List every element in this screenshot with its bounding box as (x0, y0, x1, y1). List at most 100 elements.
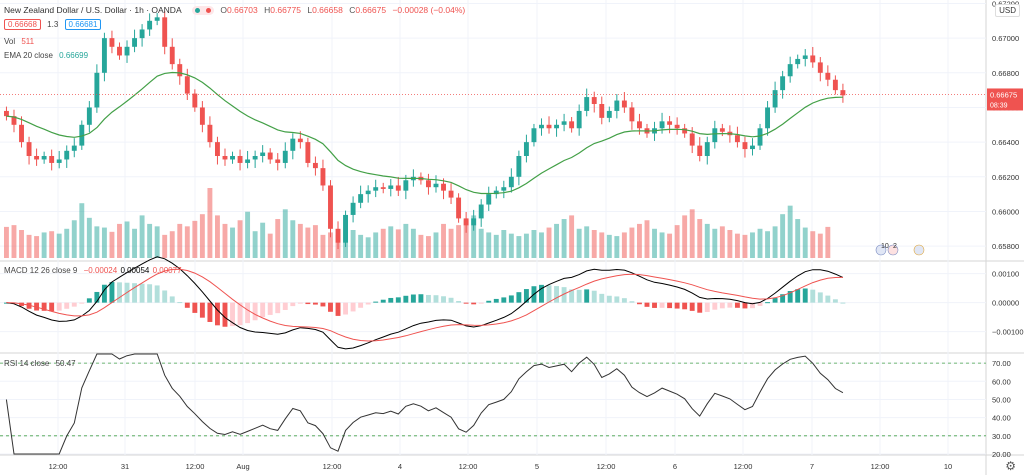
volume-bar (245, 211, 251, 258)
time-tick-label: 12:00 (459, 462, 478, 471)
macd-histogram-bar (727, 302, 733, 308)
macd-histogram-bar (139, 283, 145, 303)
volume-bar (561, 219, 567, 258)
candle-body (787, 64, 793, 77)
volume-bar (230, 227, 235, 258)
candle-body (19, 124, 24, 143)
candle-body (192, 93, 198, 108)
time-tick-label: 10 (944, 462, 952, 471)
macd-histogram-bar (395, 297, 401, 303)
ema-legend[interactable]: EMA 20 close 0.66699 (4, 51, 92, 60)
change-value: −0.00028 (−0.04%) (392, 5, 466, 15)
macd-histogram-bar (682, 302, 688, 310)
macd-histogram-bar (810, 289, 816, 303)
candle-body (734, 135, 740, 143)
volume-bar (516, 236, 522, 258)
open-label: O (220, 5, 227, 15)
volume-bar (471, 215, 477, 258)
macd-histogram-bar (433, 295, 439, 303)
symbol-title[interactable]: New Zealand Dollar / U.S. Dollar · 1h · … (4, 5, 182, 15)
macd-histogram-bar (599, 293, 605, 303)
countdown-label: 08:39 (990, 102, 1008, 109)
volume-bar (147, 223, 153, 258)
market-status-icon (192, 6, 214, 16)
macd-histogram-bar (523, 289, 529, 303)
candle-body (101, 38, 107, 73)
volume-bar (523, 233, 529, 258)
rsi-tick-label: 30.00 (992, 432, 1011, 441)
candle-body (124, 46, 130, 56)
macd-histogram-bar (245, 302, 251, 324)
candle-body (79, 124, 85, 146)
candle-body (426, 180, 431, 188)
candle-body (463, 218, 469, 226)
sell-button[interactable]: 0.66668 (4, 19, 41, 30)
macd-histogram-bar (606, 295, 612, 303)
volume-bar (388, 226, 394, 258)
macd-line-value: 0.00054 (120, 266, 150, 275)
candle-body (539, 124, 544, 129)
buy-button[interactable]: 0.66681 (64, 19, 102, 30)
volume-bar (441, 223, 446, 258)
price-tick-label: 0.66400 (992, 138, 1019, 147)
currency-button[interactable]: USD (995, 4, 1020, 17)
macd-histogram-bar (508, 295, 514, 303)
candle-body (629, 107, 635, 122)
candle-body (697, 145, 703, 156)
time-tick-label: 12:00 (734, 462, 753, 471)
candle-body (765, 107, 771, 129)
settings-gear-icon[interactable]: ⚙ (1005, 459, 1016, 473)
us-flag-event-icon (913, 244, 925, 256)
macd-histogram-bar (297, 302, 303, 304)
candle-body (335, 228, 341, 243)
candle-body (508, 176, 514, 188)
us-flag-event-icon (887, 244, 899, 256)
candle-body (825, 72, 831, 80)
candle-body (267, 152, 273, 160)
volume-bar (4, 226, 9, 258)
candle-body (719, 128, 725, 132)
vol-legend[interactable]: Vol 511 (4, 37, 38, 46)
volume-bar (682, 215, 688, 258)
candle-body (486, 194, 492, 205)
candle-body (591, 97, 597, 104)
volume-bar (697, 219, 703, 258)
volume-bar (456, 225, 462, 258)
candle-body (757, 128, 763, 146)
macd-legend[interactable]: MACD 12 26 close 9 −0.00024 0.00054 0.00… (4, 266, 186, 275)
rsi-legend[interactable]: RSI 14 close 50.47 (4, 359, 80, 368)
candle-body (215, 142, 220, 156)
candle-body (516, 156, 522, 177)
macd-histogram-bar (162, 290, 168, 303)
volume-bar (19, 230, 24, 258)
rsi-tick-label: 70.00 (992, 359, 1011, 368)
volume-bar (124, 221, 130, 258)
volume-bar (365, 237, 371, 258)
candle-body (373, 187, 379, 191)
volume-bar (742, 234, 748, 258)
volume-bar (825, 226, 831, 258)
macd-histogram-bar (365, 302, 371, 305)
volume-bar (493, 234, 499, 258)
macd-histogram-bar (207, 302, 213, 322)
volume-bar (614, 236, 620, 258)
candle-body (682, 128, 688, 134)
candle-body (64, 150, 70, 160)
volume-bar (478, 228, 484, 258)
time-tick-label: 12:00 (871, 462, 890, 471)
candle-body (584, 97, 590, 111)
low-label: L (307, 5, 313, 15)
macd-histogram-bar (154, 285, 160, 303)
macd-hist-value: −0.00024 (83, 266, 118, 275)
candle-body (395, 185, 401, 191)
time-tick-label: 12:00 (323, 462, 342, 471)
candle-body (252, 156, 258, 160)
candle-body (493, 190, 499, 195)
volume-bar (418, 234, 424, 258)
macd-histogram-bar (320, 302, 326, 307)
macd-histogram-bar (403, 295, 409, 303)
volume-bar (667, 233, 673, 258)
macd-histogram-bar (501, 297, 507, 303)
